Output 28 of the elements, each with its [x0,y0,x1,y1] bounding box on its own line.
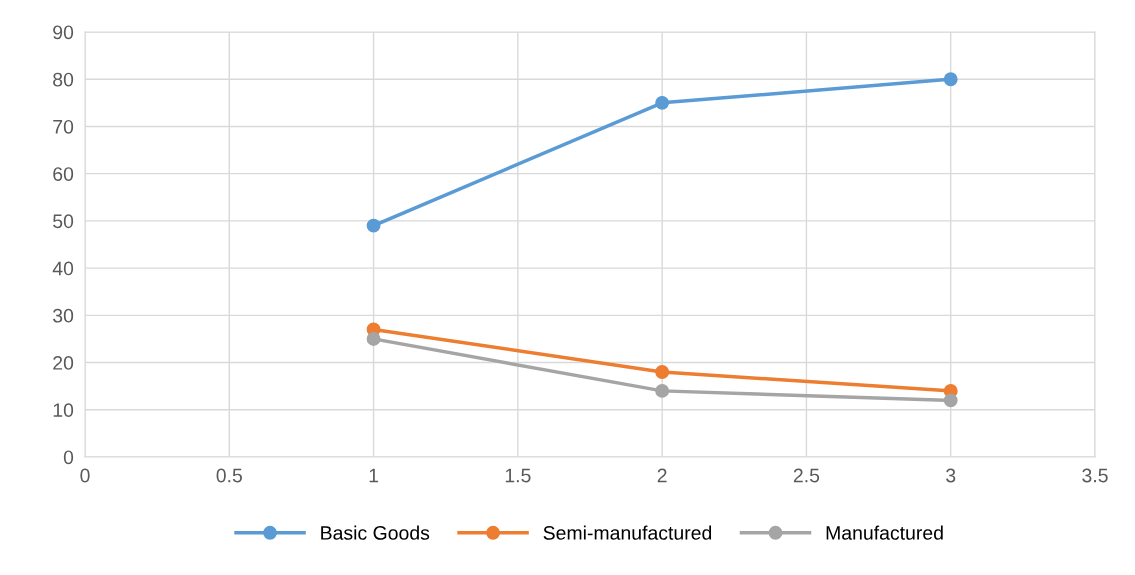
legend-label: Semi-manufactured [543,525,712,540]
point [366,331,381,346]
y-tick-label: 0 [63,450,74,465]
y-tick-label: 10 [53,403,74,418]
y-tick-label: 70 [53,119,74,134]
x-tick-label: 0.5 [216,468,242,483]
legend-label: Basic Goods [321,525,430,540]
x-tick-label: 0 [80,468,90,483]
y-tick-label: 90 [53,25,74,40]
point [655,383,670,398]
y-tick-label: 30 [53,308,74,323]
y-tick-label: 50 [53,214,74,229]
point [366,218,381,233]
x-tick-label: 2.5 [793,468,820,483]
y-tick-label: 40 [52,261,74,276]
y-tick-label: 60 [53,167,74,181]
legend-label: Manufactured [826,525,943,540]
x-tick-label: 1.5 [505,468,531,483]
point [943,393,958,408]
x-tick-label: 1 [369,468,379,483]
y-tick-label: 80 [53,72,74,87]
y-tick-label: 20 [53,356,74,370]
x-tick-label: 2 [657,468,667,483]
x-tick-label: 3.5 [1082,468,1108,483]
x-tick-label: 3 [946,468,956,483]
point [655,365,670,379]
point [943,72,958,87]
point [655,95,670,110]
